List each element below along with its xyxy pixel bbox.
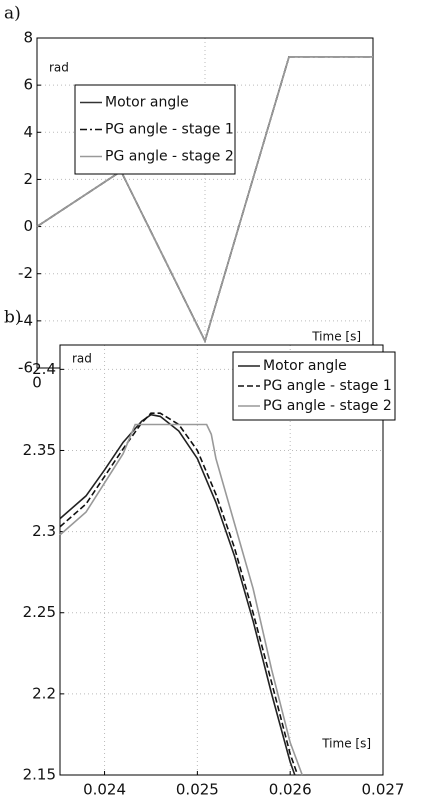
legend-label: PG angle - stage 1 xyxy=(105,122,234,138)
y-tick-label: 2.2 xyxy=(32,684,56,702)
y-axis-label: rad xyxy=(49,61,69,75)
legend-label: Motor angle xyxy=(263,358,347,374)
y-tick-label: -2 xyxy=(18,264,33,282)
legend-label: PG angle - stage 2 xyxy=(263,398,392,414)
y-tick-label: 8 xyxy=(23,29,33,47)
x-tick-label: 0.027 xyxy=(362,781,405,799)
x-tick-label: 0 xyxy=(32,374,42,392)
x-tick-label: 0.024 xyxy=(83,781,126,799)
y-tick-label: 2 xyxy=(23,170,33,188)
x-axis-label: Time [s] xyxy=(311,330,361,344)
y-tick-label: 4 xyxy=(23,123,33,141)
y-tick-label: 6 xyxy=(23,76,33,94)
legend-label: PG angle - stage 2 xyxy=(105,149,234,165)
x-tick-label: 0.026 xyxy=(269,781,312,799)
panel-label: a) xyxy=(4,4,21,24)
panel-label: b) xyxy=(4,308,22,328)
x-axis-label: Time [s] xyxy=(321,737,371,751)
y-tick-label: 0 xyxy=(23,217,33,235)
y-tick-label: 2.25 xyxy=(23,603,56,621)
legend-label: PG angle - stage 1 xyxy=(263,378,392,394)
y-tick-label: 2.35 xyxy=(23,441,56,459)
y-tick-label: 2.3 xyxy=(32,522,56,540)
x-tick-label: 0.025 xyxy=(176,781,219,799)
series-line xyxy=(59,423,303,776)
series-line xyxy=(36,56,373,344)
legend-label: Motor angle xyxy=(105,95,189,111)
series-line xyxy=(59,413,296,776)
y-tick-label: -6 xyxy=(18,359,33,377)
y-tick-label: -4 xyxy=(18,311,33,329)
y-tick-label: 2.4 xyxy=(32,360,56,378)
y-axis-label: rad xyxy=(72,352,92,366)
y-tick-label: 2.15 xyxy=(23,766,56,784)
axes-frame xyxy=(59,344,384,776)
